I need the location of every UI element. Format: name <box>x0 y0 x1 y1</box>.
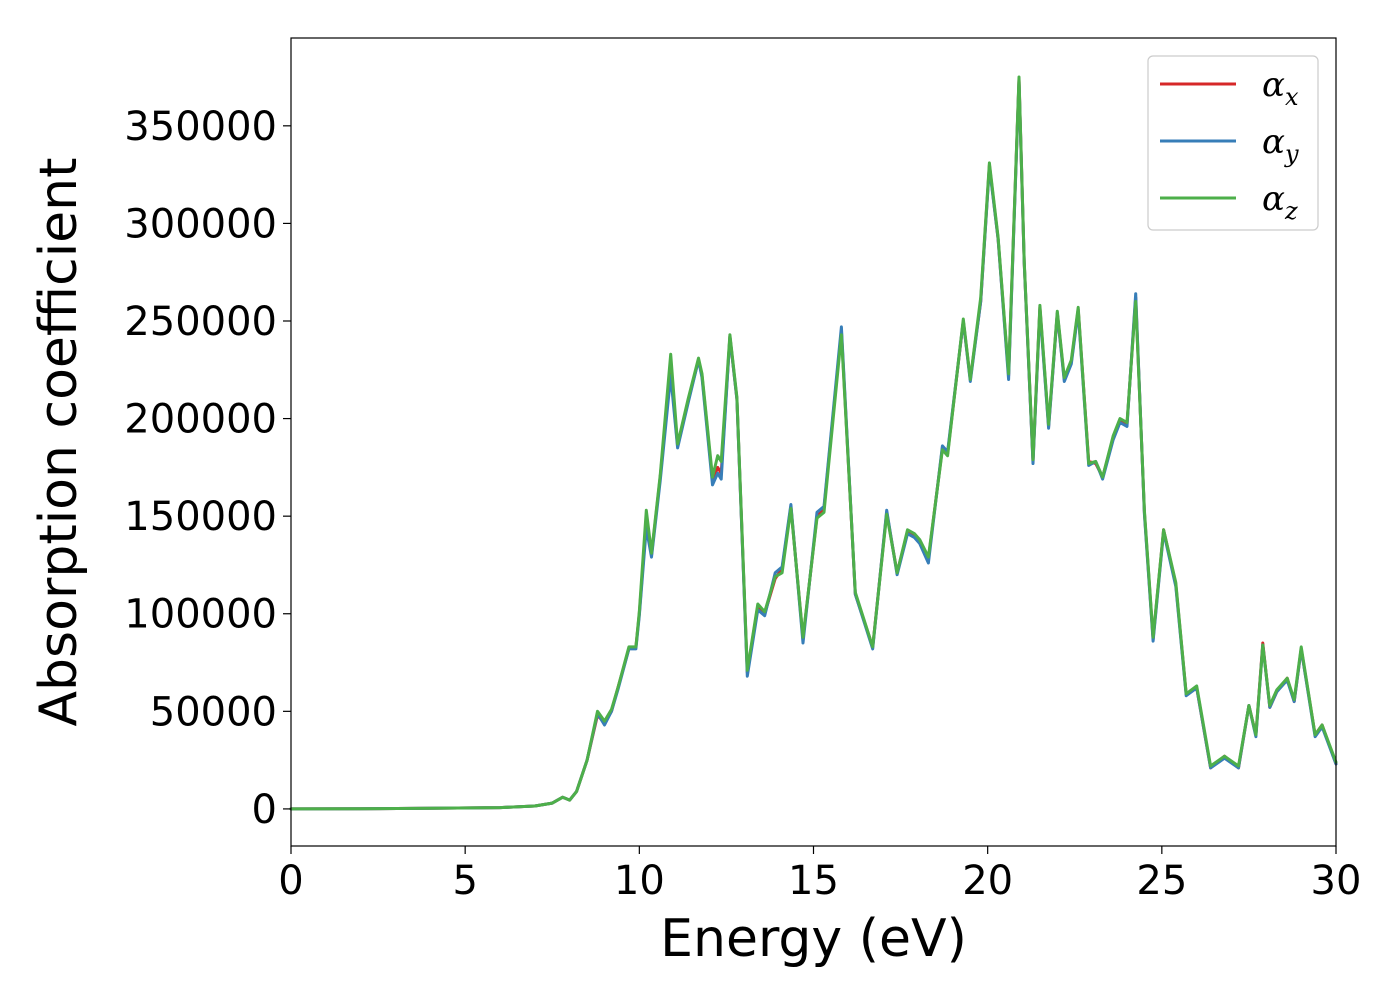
x-axis-title: Energy (eV) <box>660 909 967 969</box>
y-tick-label: 150000 <box>124 494 277 540</box>
y-tick-label: 250000 <box>124 299 277 345</box>
x-tick-label: 25 <box>1136 858 1187 904</box>
x-axis-ticks: 0 5 10 15 20 25 30 <box>278 846 1361 904</box>
y-axis-title: Absorption coefficient <box>29 157 89 726</box>
y-tick-label: 0 <box>252 787 277 833</box>
y-tick-label: 350000 <box>124 104 277 150</box>
legend: αx αy αz <box>1147 55 1319 231</box>
y-tick-label: 50000 <box>150 689 277 735</box>
x-tick-label: 30 <box>1311 858 1362 904</box>
legend-label-z: αz <box>1262 179 1298 225</box>
legend-box <box>1147 55 1319 231</box>
legend-label-y: αy <box>1262 122 1299 168</box>
x-tick-label: 15 <box>788 858 839 904</box>
series-line-z <box>289 75 1338 811</box>
legend-label-x: αx <box>1262 65 1299 111</box>
series-layer <box>289 75 1338 811</box>
x-tick-label: 5 <box>452 858 477 904</box>
x-tick-label: 10 <box>614 858 665 904</box>
x-tick-label: 20 <box>962 858 1013 904</box>
x-tick-label: 0 <box>278 858 303 904</box>
y-tick-label: 200000 <box>124 397 277 443</box>
y-tick-label: 300000 <box>124 201 277 247</box>
y-axis-ticks: 0 50000 100000 150000 200000 250000 300000 3500… <box>124 104 291 833</box>
y-tick-label: 100000 <box>124 592 277 638</box>
